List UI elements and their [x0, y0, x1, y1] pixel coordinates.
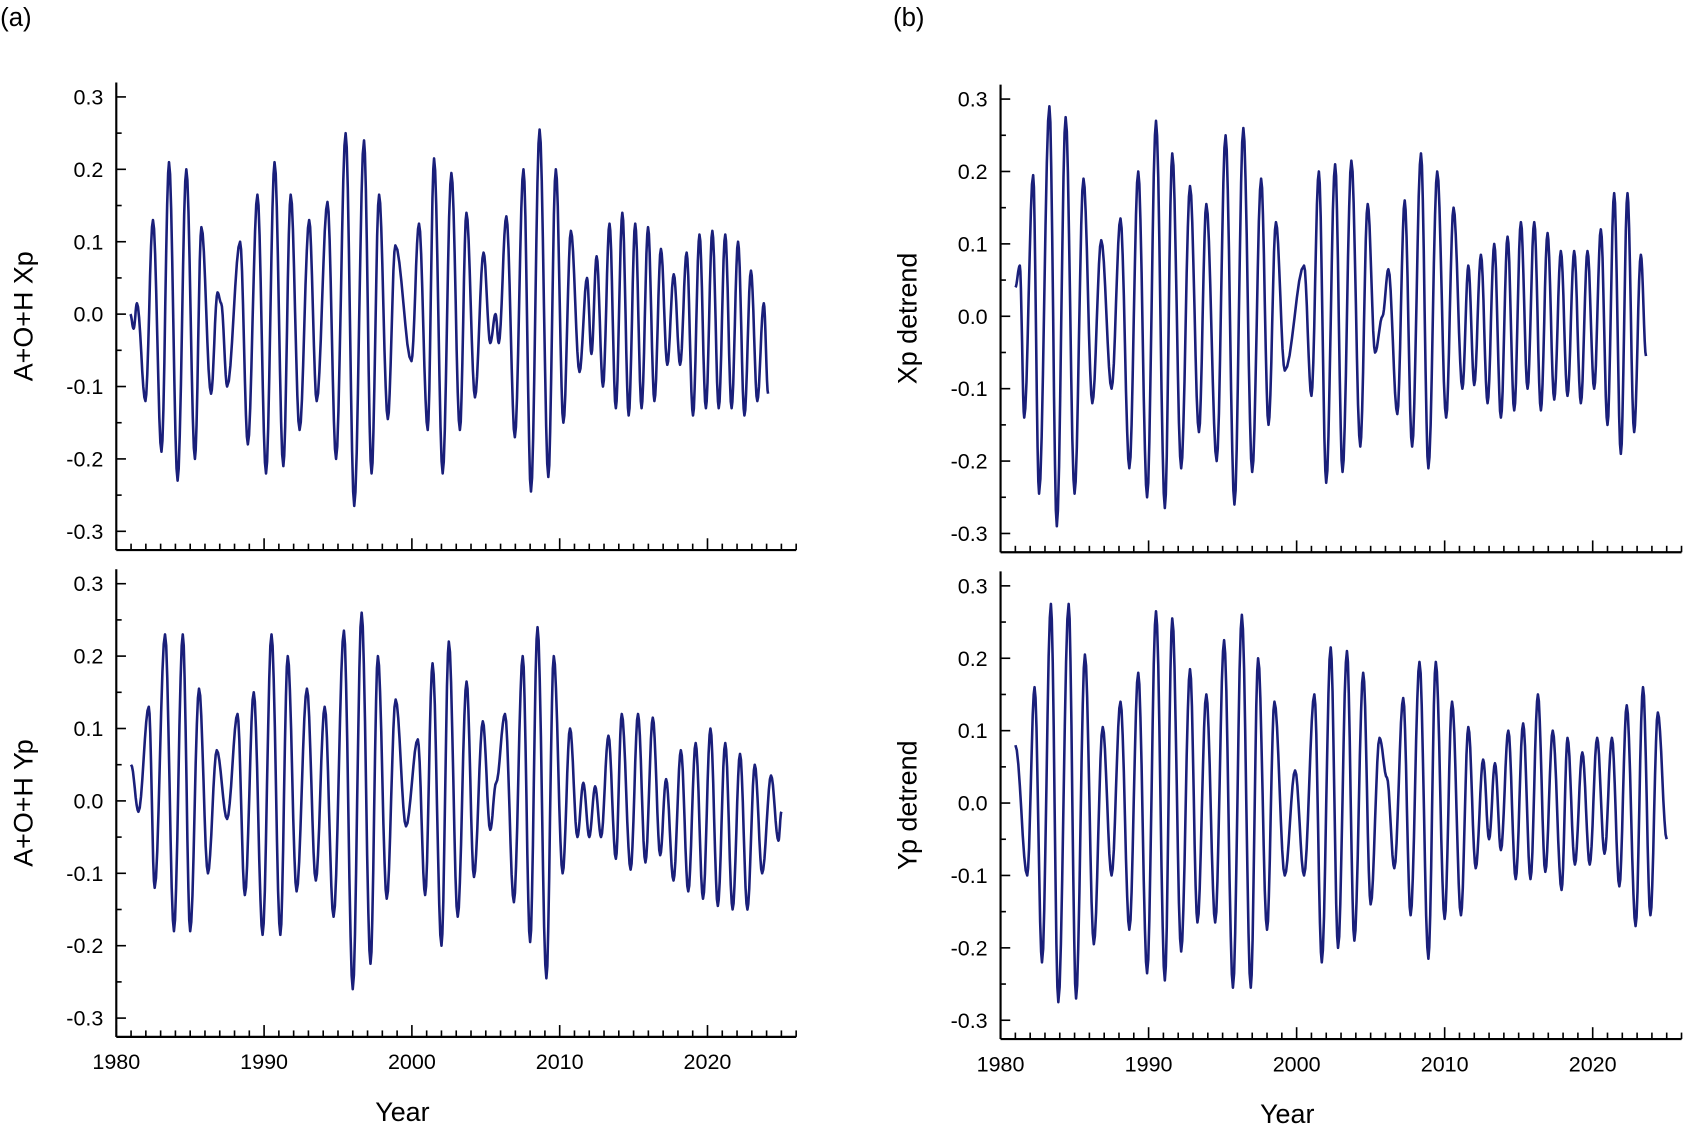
y-tick-label: 0.0 — [73, 303, 103, 327]
y-tick-label: 0.0 — [73, 789, 103, 813]
panel-b-yp: 0.3 0.2 0.1 0.0 -0.1 -0.2 -0.3 1980 1990 2000 2010… — [893, 571, 1683, 1129]
y-tick-label: 0.1 — [73, 717, 103, 741]
y-tick-label: 0.1 — [958, 232, 988, 256]
panel-a-xp: 0.3 0.2 0.1 0.0 -0.1 -0.2 -0.3 A+O+H Xp — [8, 82, 797, 552]
x-axis-title: Year — [375, 1097, 429, 1127]
x-axis-title: Year — [1260, 1099, 1314, 1129]
x-tick-label: 1990 — [240, 1050, 288, 1074]
x-tick-label: 2010 — [536, 1050, 584, 1074]
y-tick-label: 0.1 — [958, 719, 988, 743]
y-tick-label: -0.2 — [66, 934, 103, 958]
panel-label-b: (b) — [893, 4, 925, 32]
x-tick-label: 2020 — [1569, 1052, 1617, 1076]
y-tick-label: 0.2 — [958, 647, 988, 671]
x-tick-label: 1980 — [92, 1050, 140, 1074]
panel-label-a: (a) — [0, 4, 32, 32]
y-axis-title: Xp detrend — [893, 253, 923, 385]
y-tick-label: -0.3 — [66, 520, 103, 544]
y-tick-label: 0.3 — [958, 574, 988, 598]
y-tick-label: -0.3 — [66, 1007, 103, 1031]
x-tick-label: 2000 — [1273, 1052, 1321, 1076]
y-tick-label: -0.1 — [66, 375, 103, 399]
series-line — [129, 611, 783, 991]
y-tick-label: -0.2 — [66, 447, 103, 471]
y-tick-label: 0.2 — [73, 645, 103, 669]
y-tick-label: -0.3 — [951, 1009, 988, 1033]
y-tick-label: -0.3 — [951, 522, 988, 546]
y-tick-label: -0.1 — [951, 864, 988, 888]
y-tick-label: 0.0 — [958, 305, 988, 329]
series-line — [1014, 602, 1668, 1004]
y-axis-title: Yp detrend — [893, 740, 923, 869]
panel-b-xp: 0.3 0.2 0.1 0.0 -0.1 -0.2 -0.3 Xp detrend — [893, 84, 1683, 554]
y-tick-label: 0.3 — [73, 85, 103, 109]
y-tick-label: 0.3 — [73, 572, 103, 596]
y-axis-title: A+O+H Xp — [8, 251, 38, 381]
y-tick-label: 0.1 — [73, 230, 103, 254]
y-tick-label: -0.1 — [66, 862, 103, 886]
series-line — [129, 128, 770, 508]
series-line — [1014, 104, 1648, 528]
y-tick-label: 0.2 — [73, 158, 103, 182]
x-tick-label: 2020 — [684, 1050, 732, 1074]
y-tick-label: -0.2 — [951, 450, 988, 474]
y-tick-label: 0.0 — [958, 792, 988, 816]
y-tick-label: -0.2 — [951, 936, 988, 960]
y-axis-title: A+O+H Yp — [8, 739, 38, 866]
x-tick-label: 2000 — [388, 1050, 436, 1074]
y-tick-label: 0.2 — [958, 160, 988, 184]
y-tick-label: 0.3 — [958, 88, 988, 112]
y-tick-label: -0.1 — [951, 377, 988, 401]
x-tick-label: 1990 — [1125, 1052, 1173, 1076]
x-tick-label: 1980 — [977, 1052, 1025, 1076]
x-tick-label: 2010 — [1421, 1052, 1469, 1076]
panel-a-yp: 0.3 0.2 0.1 0.0 -0.1 -0.2 -0.3 1980 1990 2000 2010… — [8, 569, 797, 1127]
